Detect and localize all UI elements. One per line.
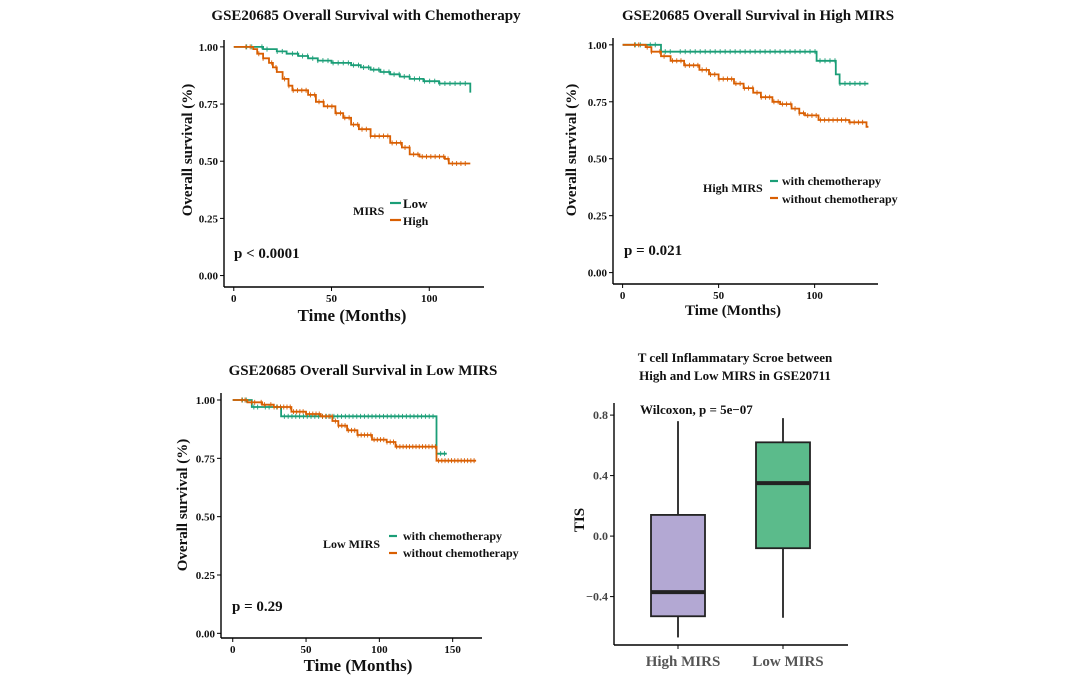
panel-tis-boxplot: T cell Inflammatary Scroe between High a… [572,350,848,670]
y-tick-label: 0.8 [593,408,608,422]
y-tick-group: 0.00 0.25 0.50 0.75 1.00 [199,42,224,283]
x-tick-label: 0 [231,293,237,305]
legend-label-without-chemo: without chemotherapy [782,192,898,206]
survival-curve-b [622,43,869,128]
y-tick-label: 0.50 [588,154,608,166]
y-tick-label: 0.25 [199,213,219,225]
p-value-annotation: p = 0.021 [624,243,682,259]
legend-title: MIRS [353,204,385,218]
y-tick-label: 0.75 [196,453,216,465]
y-tick-label: 0.00 [196,628,216,640]
y-tick-group: −0.4 0.0 0.4 0.8 [586,408,614,604]
x-tick-label: Low MIRS [752,654,823,670]
y-axis-label: Overall survival (%) [180,84,196,216]
legend-label-high: High [403,214,429,228]
x-tick-label: 150 [444,644,461,656]
x-tick-label: High MIRS [646,654,721,670]
survival-curve-a [622,43,869,85]
y-tick-label: 0.50 [199,156,219,168]
y-tick-label: 0.75 [588,97,608,109]
legend-label-with-chemo: with chemotherapy [782,174,881,188]
legend-label-low: Low [403,196,428,211]
chart-title: GSE20685 Overall Survival with Chemother… [211,8,521,24]
chart-title-line-1: T cell Inflammatary Scroe between [638,350,833,365]
x-tick-label: 0 [620,290,626,302]
y-tick-label: 0.25 [196,570,216,582]
panel-high-mirs: GSE20685 Overall Survival in High MIRS 0… [564,8,898,319]
y-axis-label: Overall survival (%) [175,439,191,571]
survival-curve-a [232,399,447,455]
chart-title: GSE20685 Overall Survival in High MIRS [622,8,894,24]
p-value-annotation: p < 0.0001 [234,246,300,262]
y-tick-group: 0.00 0.25 0.50 0.75 1.00 [588,40,613,280]
box-high-mirs [650,514,706,618]
panel-overall-survival-chemo: GSE20685 Overall Survival with Chemother… [180,8,521,325]
x-tick-group: High MIRS Low MIRS [646,645,824,670]
panel-low-mirs: GSE20685 Overall Survival in Low MIRS 0.… [175,363,519,675]
x-axis-label: Time (Months) [298,306,407,325]
legend: MIRS Low High [353,196,429,228]
y-axis-label: TIS [572,508,588,532]
y-tick-label: 0.4 [593,469,608,483]
y-tick-label: 0.75 [199,99,219,111]
chart-title: GSE20685 Overall Survival in Low MIRS [229,363,498,379]
y-axis-label: Overall survival (%) [564,84,580,216]
legend-title: High MIRS [703,181,763,195]
y-tick-label: 1.00 [196,395,216,407]
y-tick-label: 0.00 [199,271,219,283]
y-tick-label: 0.25 [588,211,608,223]
x-tick-label: 50 [301,644,313,656]
y-tick-label: 0.00 [588,268,608,280]
y-tick-label: −0.4 [586,590,608,604]
x-tick-label: 100 [421,293,438,305]
x-axis-label: Time (Months) [304,656,413,675]
x-tick-label: 50 [713,290,725,302]
x-axis-label: Time (Months) [685,303,781,319]
x-tick-group: 0 50 100 150 [230,638,461,656]
x-tick-label: 50 [326,293,338,305]
survival-curves [233,44,472,166]
survival-curve-a [233,46,472,93]
legend-label-with-chemo: with chemotherapy [403,529,502,543]
legend: Low MIRS with chemotherapy without chemo… [323,529,519,560]
y-tick-label: 0.50 [196,512,216,524]
x-tick-label: 100 [371,644,388,656]
y-tick-label: 1.00 [199,42,219,54]
y-tick-label: 1.00 [588,40,608,52]
y-tick-label: 0.0 [593,529,608,543]
x-tick-label: 100 [806,290,823,302]
p-value-annotation: p = 0.29 [232,599,283,615]
survival-curves [622,42,869,128]
chart-title-line-2: High and Low MIRS in GSE20711 [639,368,831,383]
x-tick-group: 0 50 100 [620,284,823,302]
survival-curves [232,397,477,464]
x-tick-group: 0 50 100 [231,287,438,305]
y-tick-group: 0.00 0.25 0.50 0.75 1.00 [196,395,221,640]
box-group [650,418,811,638]
box-low-mirs [755,441,811,550]
wilcoxon-annotation: Wilcoxon, p = 5e−07 [640,402,753,417]
legend-label-without-chemo: without chemotherapy [403,546,519,560]
legend: High MIRS with chemotherapy without chem… [703,174,898,206]
legend-title: Low MIRS [323,537,380,551]
x-tick-label: 0 [230,644,236,656]
